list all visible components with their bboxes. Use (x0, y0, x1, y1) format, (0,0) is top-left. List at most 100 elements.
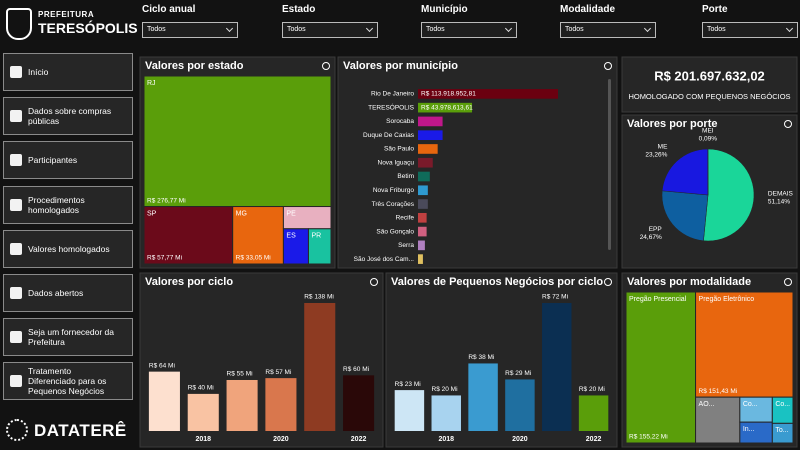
treemap-cell (625, 291, 697, 444)
nav-icon (10, 287, 22, 299)
cell-value: R$ 155,22 Mi (629, 434, 668, 441)
filter[interactable]: Estado Todos (282, 3, 378, 38)
filter-label: Ciclo anual (142, 4, 196, 15)
bar (505, 379, 535, 431)
x-tick-label: 2020 (273, 436, 289, 443)
bar-category: Sorocaba (386, 118, 414, 125)
cell-label: PE (286, 210, 296, 217)
pie-value: 23,26% (645, 152, 667, 159)
bar-value: R$ 40 Mi (188, 385, 214, 392)
cell-label: SP (147, 210, 157, 217)
bar (431, 395, 461, 431)
scrollbar (608, 79, 611, 250)
bar (418, 116, 443, 127)
x-tick-label: 2018 (438, 436, 454, 443)
bar-category: Serra (398, 242, 414, 249)
treemap-cell (695, 291, 794, 398)
bar-value: R$ 113.918.952,81 (421, 91, 476, 98)
bar (542, 303, 572, 431)
help-icon (784, 278, 792, 286)
bar-category: São Gonçalo (376, 228, 414, 235)
nav-icon (10, 375, 22, 388)
filter[interactable]: Ciclo anual Todos (142, 3, 238, 38)
nav-icon (10, 242, 22, 255)
crest-icon (6, 8, 32, 40)
nav-icon (10, 66, 22, 78)
bar (418, 240, 425, 251)
brand-icon (6, 419, 28, 441)
bar-value: R$ 64 Mi (149, 362, 175, 369)
bar (148, 371, 180, 431)
pie-label: MEI (702, 128, 714, 135)
nav-label: Início (28, 67, 49, 77)
filter-label: Porte (702, 4, 728, 15)
nav-item[interactable]: Participantes (3, 141, 133, 180)
bar-value: R$ 23 Mi (395, 381, 421, 388)
cell-label: AO... (699, 401, 715, 408)
bar (418, 89, 558, 99)
filter[interactable]: Município Todos (421, 3, 517, 38)
bar-category: São Paulo (384, 146, 414, 153)
bar-value: R$ 20 Mi (579, 386, 605, 393)
nav-item[interactable]: Dados sobre compras públicas (3, 97, 133, 136)
help-icon (784, 120, 792, 128)
bar-value: R$ 29 Mi (505, 370, 531, 377)
treemap-cell (695, 396, 741, 444)
panel (621, 56, 798, 113)
treemap-cell (282, 228, 309, 265)
filter[interactable]: Porte Todos (702, 3, 798, 38)
filter[interactable]: Modalidade Todos (560, 3, 656, 38)
kpi-value: R$ 201.697.632,02 (654, 68, 765, 83)
help-icon (604, 62, 612, 70)
bar-value: R$ 55 Mi (227, 371, 253, 378)
cell-label: ES (286, 233, 296, 240)
help-icon (604, 278, 612, 286)
kpi-label: HOMOLOGADO COM PEQUENOS NEGÓCIOS (628, 92, 790, 101)
panel (385, 272, 618, 448)
pie-label: DEMAIS (768, 191, 794, 198)
logo: PREFEITURA TERESÓPOLIS (6, 4, 138, 46)
nav-item[interactable]: Tratamento Diferenciado para os Pequenos… (3, 362, 133, 401)
pie-label: ME (658, 144, 668, 151)
nav-icon (10, 154, 22, 167)
panel-title: Valores por ciclo (145, 276, 233, 288)
help-icon (370, 278, 378, 286)
cell-label: Co... (743, 401, 758, 408)
bar-value: R$ 20 Mi (432, 386, 458, 393)
filter-dropdown[interactable]: Todos (560, 22, 656, 38)
nav-item[interactable]: Início (3, 53, 133, 91)
bar-category: São José dos Cam... (354, 256, 415, 263)
cell-label: MG (236, 210, 247, 217)
bar (343, 375, 375, 431)
bar (418, 102, 473, 113)
treemap-cell (771, 422, 794, 444)
nav-item[interactable]: Seja um fornecedor da Prefeitura (3, 318, 133, 357)
treemap-cell (307, 228, 332, 265)
panel (139, 272, 384, 448)
bar (304, 303, 336, 431)
bar (418, 199, 428, 209)
x-tick-label: 2018 (195, 436, 211, 443)
bar-category: Três Corações (372, 201, 415, 208)
pie-value: 24,67% (640, 234, 662, 241)
nav-label: Seja um fornecedor da Prefeitura (28, 327, 114, 348)
pie-label: EPP (649, 226, 662, 233)
bar (418, 157, 433, 168)
filter-dropdown[interactable]: Todos (142, 22, 238, 38)
filter-dropdown[interactable]: Todos (421, 22, 517, 38)
logo-org: PREFEITURA (38, 10, 95, 19)
nav-item[interactable]: Valores homologados (3, 229, 133, 268)
bar-category: Nova Friburgo (373, 187, 415, 194)
nav-item[interactable]: Procedimentos homologados (3, 185, 133, 224)
bar (226, 379, 258, 431)
bar-category: Betim (397, 173, 414, 180)
nav-label: Valores homologados (28, 243, 110, 254)
bar (418, 185, 428, 196)
nav-item[interactable]: Dados abertos (3, 274, 133, 312)
filter-dropdown[interactable]: Todos (702, 22, 798, 38)
filter-dropdown[interactable]: Todos (282, 22, 378, 38)
logo-city: TERESÓPOLIS (38, 20, 138, 36)
bar (265, 378, 297, 431)
